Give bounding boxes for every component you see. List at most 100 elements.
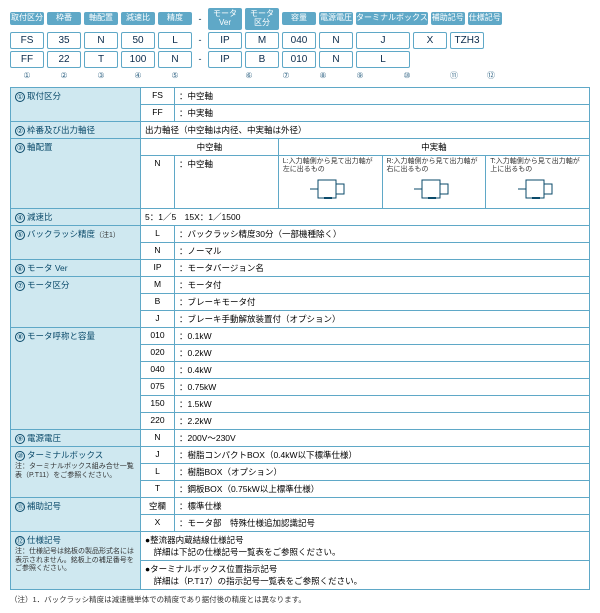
hdr-label: ターミナルボックス [356,12,428,25]
spec-label: ④減速比 [11,209,141,226]
spec-key: IP [141,260,175,277]
hdr-label: モータ 区分 [245,8,279,30]
spec-value: ：モータ付 [175,277,590,294]
col-number: ⑦ [269,71,303,80]
hdr-label: 補助記号 [431,12,465,25]
col-number: ⑤ [158,71,192,80]
col-number: ⑥ [232,71,266,80]
spec-value: ：中実軸 [175,104,590,121]
hdr-label: 電源電圧 [319,12,353,25]
spec-value: ：0.75kW [175,379,590,396]
hdr-label: 精度 [158,12,192,25]
model-code-cell: B [245,51,279,68]
spec-key: N [141,430,175,447]
spec-value: 5：1／5 15X：1／1500 [141,209,590,226]
model-code-cell: N [84,32,118,49]
spec-key: N [141,243,175,260]
spacer: - [195,14,205,24]
spec-value: ：樹脂コンパクトBOX（0.4kW以下標準仕様） [175,447,590,464]
model-code-cell: N [319,32,353,49]
model-code-cell: L [158,32,192,49]
header-values-row1: FS35N50L-IPM040NJXTZH3 [10,32,590,49]
hdr-label: 容量 [282,12,316,25]
spec-value: ：鋼板BOX（0.75kW以上標準仕様） [175,481,590,498]
spec-label: ⑪補助記号 [11,498,141,532]
model-code-cell: N [158,51,192,68]
header-nums-row: ①②③④⑤-⑥⑦⑧⑨⑩⑪⑫ [10,70,590,81]
col-number: ② [47,71,81,80]
spec-key: X [141,515,175,532]
model-code-cell: 50 [121,32,155,49]
spec-key: M [141,277,175,294]
model-code-cell: - [195,54,205,64]
spec-key: 150 [141,396,175,413]
col-number: ⑫ [474,70,508,81]
spec-label: ①取付区分 [11,87,141,121]
hdr-label: 取付区分 [10,12,44,25]
spec-key: J [141,311,175,328]
spec-value: ：200V〜230V [175,430,590,447]
model-code-cell: N [319,51,353,68]
hdr-label: 仕様記号 [468,12,502,25]
spec-value: ：2.2kW [175,413,590,430]
spec-label: ⑨電源電圧 [11,430,141,447]
spec-key: L [141,464,175,481]
col-number: ④ [121,71,155,80]
spec-label: ⑧モータ呼称と容量 [11,328,141,430]
spec-value: ：0.2kW [175,345,590,362]
model-code-cell: M [245,32,279,49]
hdr-label: 枠番 [47,12,81,25]
model-code-cell: 040 [282,32,316,49]
spec-label: ⑩ターミナルボックス注：ターミナルボックス組み合せ一覧表（P.T11）をご参照く… [11,447,141,498]
spec-value: ：ブレーキモータ付 [175,294,590,311]
spec-key: 220 [141,413,175,430]
model-code-cell: FF [10,51,44,68]
spec-label: ⑦モータ区分 [11,277,141,328]
header-labels-row: 取付区分 枠番 軸配置 減速比 精度 - モータ Ver モータ 区分 容量 電… [10,8,590,30]
spec-key: 空欄 [141,498,175,515]
spec-key: T [141,481,175,498]
spec-value: ：1.5kW [175,396,590,413]
spec-value: ：ノーマル [175,243,590,260]
spec-key: J [141,447,175,464]
header-values-row2: FF22T100N-IPB010NL [10,51,590,68]
spec-value: ●整流器内蔵結線仕様記号 詳細は下記の仕様記号一覧表をご参照ください。 [141,532,590,561]
model-code-cell: IP [208,32,242,49]
model-code-cell: 010 [282,51,316,68]
spec-value: ：中空軸 [175,87,590,104]
col-number: ⑪ [437,70,471,81]
model-code-cell: IP [208,51,242,68]
model-code-cell: 100 [121,51,155,68]
col-number: ③ [84,71,118,80]
model-code-cell: - [195,35,205,45]
spec-key: FF [141,104,175,121]
spec-value: ：樹脂BOX（オプション） [175,464,590,481]
spec-label: ⑥モータ Ver [11,260,141,277]
spec-table: ①取付区分FS：中空軸FF：中実軸②枠番及び出力軸径出力軸径（中空軸は内径、中実… [10,87,590,591]
model-code-cell: FS [10,32,44,49]
spec-label: ⑤バックラッシ精度（注1） [11,226,141,260]
col-number: ⑨ [343,71,377,80]
model-code-cell: T [84,51,118,68]
spec-key: L [141,226,175,243]
spec-value: ●ターミナルボックス位置指示記号 詳細は（P.T17）の指示記号一覧表をご参照く… [141,561,590,590]
model-code-cell: L [356,51,410,68]
hdr-label: モータ Ver [208,8,242,30]
spec-value: ：ブレーキ手動解放装置付（オプション） [175,311,590,328]
spec-key: 020 [141,345,175,362]
col-number: ⑩ [380,71,434,80]
col-number: ① [10,71,44,80]
col-number: - [195,71,229,80]
spec-key: 010 [141,328,175,345]
spec-key: 040 [141,362,175,379]
hdr-label: 減速比 [121,12,155,25]
spec-label: ②枠番及び出力軸径 [11,121,141,138]
spec-key: 075 [141,379,175,396]
spec-value: ：0.1kW [175,328,590,345]
model-code-cell: X [413,32,447,49]
col-number: ⑧ [306,71,340,80]
model-code-cell: 35 [47,32,81,49]
model-code-cell: J [356,32,410,49]
spec-value: ：モータバージョン名 [175,260,590,277]
spec-value: 出力軸径（中空軸は内径、中実軸は外径） [141,121,590,138]
